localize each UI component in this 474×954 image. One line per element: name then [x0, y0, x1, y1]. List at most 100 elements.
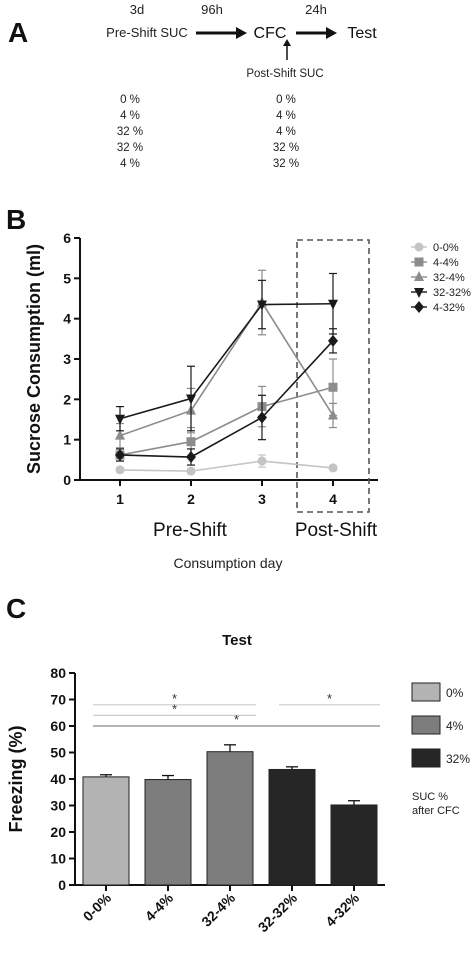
post-value-4: 32 % — [273, 158, 299, 170]
panel-c-letter: C — [6, 593, 26, 624]
legend-label: 0% — [446, 686, 464, 700]
test-label: Test — [347, 25, 377, 42]
panel-a-letter: A — [8, 17, 28, 48]
legend-entry-4-32%: 4-32% — [411, 301, 465, 314]
legend-label: 4% — [446, 719, 464, 733]
series-32-4% — [115, 269, 338, 449]
x-tick-label: 32-4% — [198, 889, 238, 929]
y-tick-label: 4 — [63, 311, 71, 327]
bar — [206, 751, 254, 886]
x-tick-label: 32-32% — [255, 889, 301, 935]
data-point — [328, 409, 338, 420]
data-point — [328, 299, 338, 310]
data-point — [115, 465, 125, 475]
pre-values-column: 0 % 4 % 32 % 32 % 4 % — [117, 94, 143, 170]
significance-star: * — [172, 691, 177, 706]
series-line — [119, 340, 334, 458]
legend-note-2: after CFC — [412, 805, 460, 817]
panel-b-letter: B — [6, 204, 26, 235]
panel-b: B 0 1 2 3 4 5 6 1 2 3 4 0-0% 4-4% 32-4% 32-32% 4-32% S… — [6, 204, 471, 571]
bar — [82, 776, 130, 886]
y-tick-label: 10 — [50, 851, 66, 867]
significance-star: * — [327, 691, 332, 706]
legend-marker — [414, 288, 424, 298]
legend-swatch — [411, 748, 441, 768]
cfc-label: CFC — [254, 25, 287, 42]
pre-days-label: 3d — [130, 2, 144, 17]
bar — [268, 768, 316, 886]
legend-marker — [414, 257, 424, 267]
data-point — [115, 429, 125, 440]
line-chart-ylabel: Sucrose Consumption (ml) — [24, 244, 44, 474]
bar-chart-title: Test — [222, 632, 252, 649]
pre-shift-label: Pre-Shift SUC — [106, 25, 188, 40]
series-0-0% — [115, 454, 338, 476]
phase-post-label: Post-Shift — [295, 520, 378, 541]
x-tick-label: 1 — [116, 491, 124, 507]
significance-bracket: * — [93, 701, 256, 716]
series-4-32% — [115, 328, 338, 466]
bar — [144, 779, 192, 886]
y-tick-label: 50 — [50, 745, 66, 761]
y-tick-label: 30 — [50, 798, 66, 814]
legend-note-1: SUC % — [412, 791, 448, 803]
data-point — [115, 448, 125, 461]
data-point — [328, 334, 338, 347]
post-value-2: 4 % — [276, 126, 296, 138]
pre-value-0: 0 % — [120, 94, 140, 106]
significance-bracket: * — [93, 712, 380, 727]
series-line — [119, 301, 334, 437]
post-values-column: 0 % 4 % 4 % 32 % 32 % — [273, 94, 299, 170]
pre-value-3: 32 % — [117, 142, 143, 154]
bar — [330, 804, 378, 886]
data-point — [328, 463, 338, 473]
data-point — [257, 300, 267, 311]
y-tick-label: 5 — [63, 270, 71, 286]
series-line — [119, 460, 334, 472]
arrow-up-icon — [283, 39, 291, 60]
bar-4-32%: 4-32% — [322, 800, 378, 930]
data-point — [186, 451, 196, 464]
x-tick-label: 4-32% — [322, 889, 362, 929]
gap1-label: 96h — [201, 2, 223, 17]
legend-marker — [414, 271, 424, 281]
arrow-right-icon — [196, 27, 247, 39]
legend-label: 0-0% — [433, 242, 459, 254]
legend-label: 4-32% — [433, 302, 465, 314]
significance-star: * — [172, 701, 177, 716]
data-point — [115, 414, 125, 425]
bar-0-0%: 0-0% — [80, 774, 130, 924]
bar-chart-bars: 0-0% 4-4% 32-4% 32-32% 4-32% — [80, 744, 378, 935]
bar-chart-ylabel: Freezing (%) — [6, 725, 26, 832]
legend-label: 4-4% — [433, 257, 459, 269]
significance-brackets: **** — [93, 691, 380, 727]
bar-32-4%: 32-4% — [198, 744, 254, 930]
bar-4-4%: 4-4% — [142, 774, 192, 924]
x-tick-label: 4 — [329, 491, 337, 507]
bar-32-32%: 32-32% — [255, 766, 316, 935]
data-point — [257, 411, 267, 424]
post-shift-label: Post-Shift SUC — [246, 68, 323, 80]
legend-swatch — [411, 715, 441, 735]
legend-entry-32-4%: 32-4% — [411, 271, 465, 284]
series-32-32% — [115, 272, 338, 432]
y-tick-label: 6 — [63, 230, 71, 246]
y-tick-label: 60 — [50, 718, 66, 734]
data-point — [186, 466, 196, 476]
significance-bracket: * — [279, 691, 380, 706]
data-point — [186, 437, 196, 447]
x-tick-label: 3 — [258, 491, 266, 507]
gap2-label: 24h — [305, 2, 327, 17]
bar-chart-legend: 0% 4% 32% — [411, 682, 470, 768]
phase-pre-label: Pre-Shift — [153, 520, 228, 541]
legend-label: 32% — [446, 752, 470, 766]
pre-value-2: 32 % — [117, 126, 143, 138]
y-tick-label: 0 — [58, 877, 66, 893]
arrow-right-icon — [296, 27, 337, 39]
legend-swatch — [411, 682, 441, 702]
legend-label: 32-32% — [433, 287, 471, 299]
legend-entry-0%: 0% — [411, 682, 464, 702]
legend-label: 32-4% — [433, 272, 465, 284]
panel-c: C Test 0 10 20 30 40 50 60 70 80 0-0% 4-4% 32-4% 32… — [6, 593, 470, 935]
